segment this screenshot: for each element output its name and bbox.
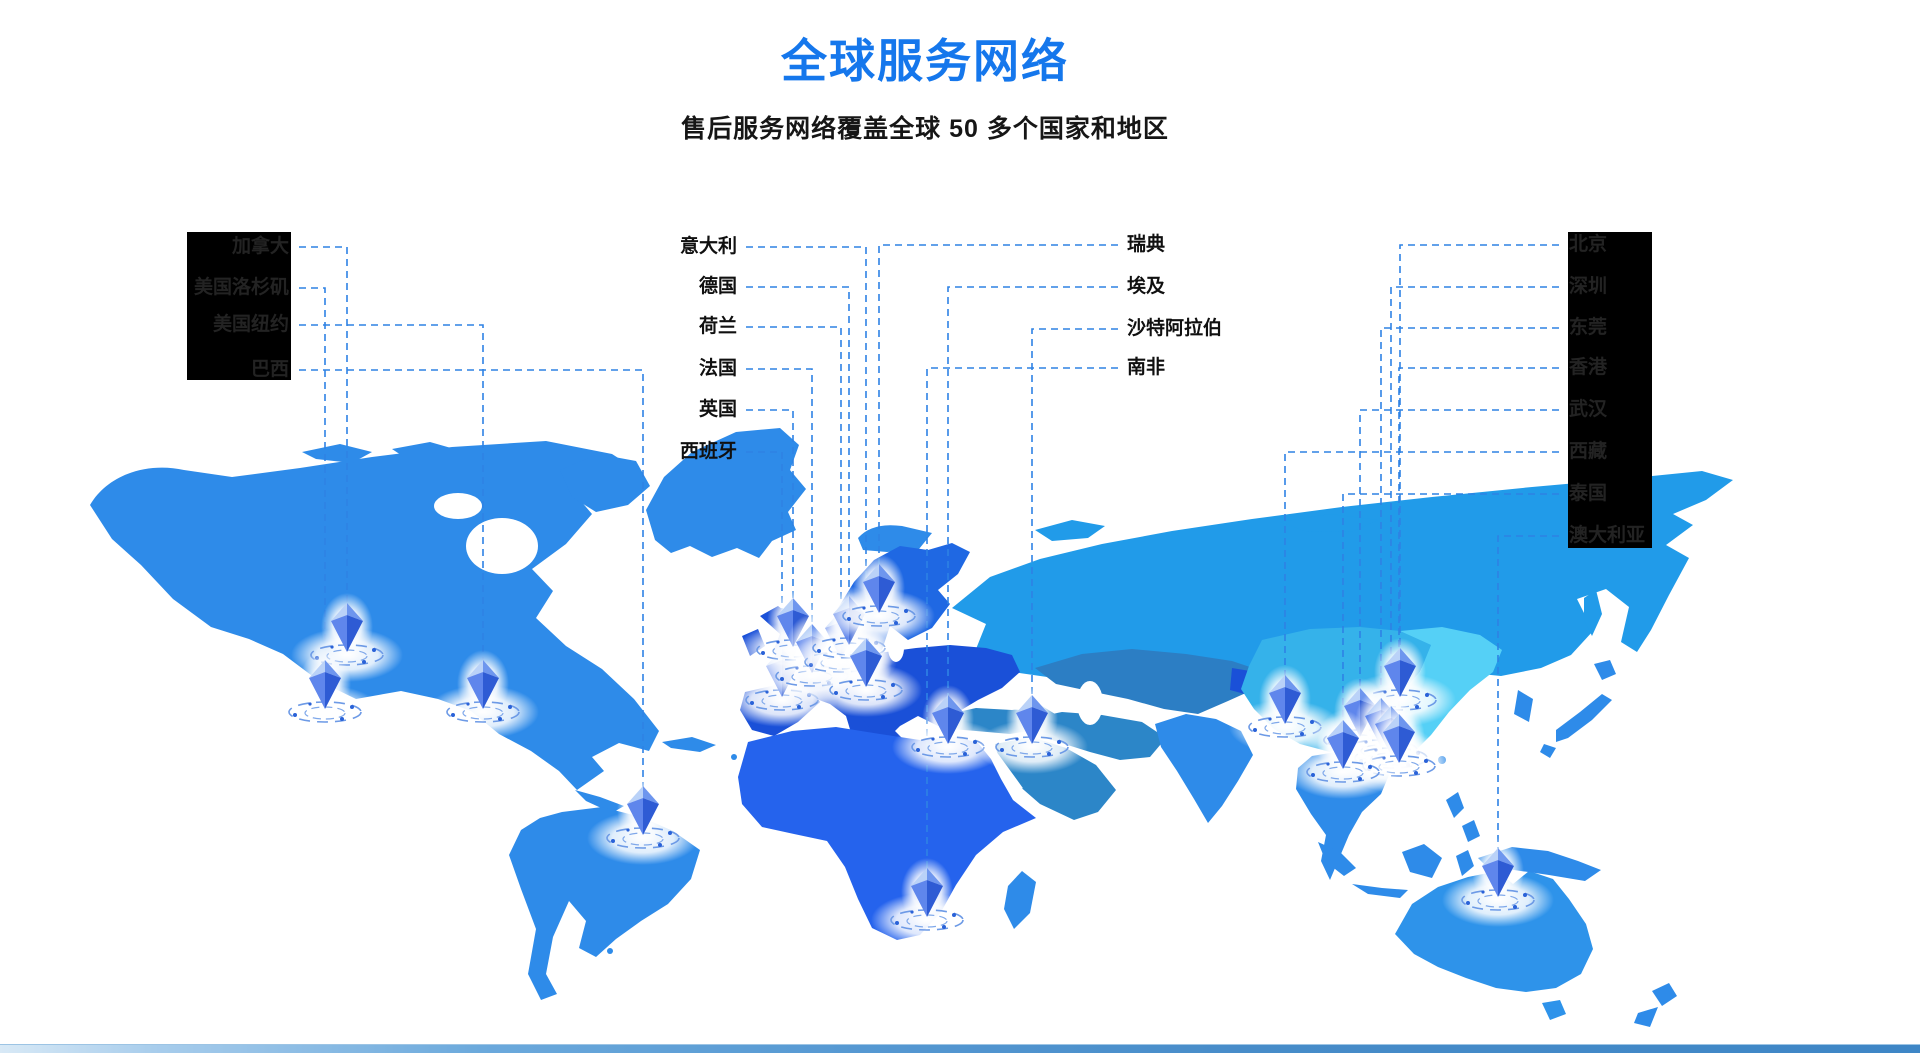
connector-wuhan <box>1359 409 1559 694</box>
connector-saudi_arabia <box>1031 328 1118 701</box>
connector-shenzhen <box>1390 286 1559 712</box>
connector-thailand <box>1342 493 1559 726</box>
bottom-banner-edge <box>0 1044 1920 1053</box>
connector-tibet <box>1284 451 1559 681</box>
connector-spain <box>746 451 783 654</box>
connector-australia <box>1497 535 1559 854</box>
connector-hongkong <box>1398 367 1559 720</box>
connector-usa_la <box>299 287 326 666</box>
connector-beijing <box>1399 244 1559 654</box>
connector-sweden <box>878 244 1118 570</box>
section-header: 全球服务网络 售后服务网络覆盖全球 50 多个国家和地区 <box>0 36 1850 145</box>
connector-uk <box>746 409 794 604</box>
page-title: 全球服务网络 <box>781 35 1069 87</box>
connector-italy <box>746 246 867 644</box>
map-pin-saudi_arabia <box>975 684 1089 775</box>
connector-canada <box>299 246 348 609</box>
connector-germany <box>746 286 850 602</box>
connector-brazil <box>299 369 644 792</box>
connector-france <box>746 368 813 630</box>
connector-usa_ny <box>299 324 484 666</box>
map-pin-brazil <box>586 775 700 866</box>
label-connector-lines <box>299 244 1559 874</box>
connector-egypt <box>947 286 1118 701</box>
page-subtitle: 售后服务网络覆盖全球 50 多个国家和地区 <box>681 114 1169 143</box>
